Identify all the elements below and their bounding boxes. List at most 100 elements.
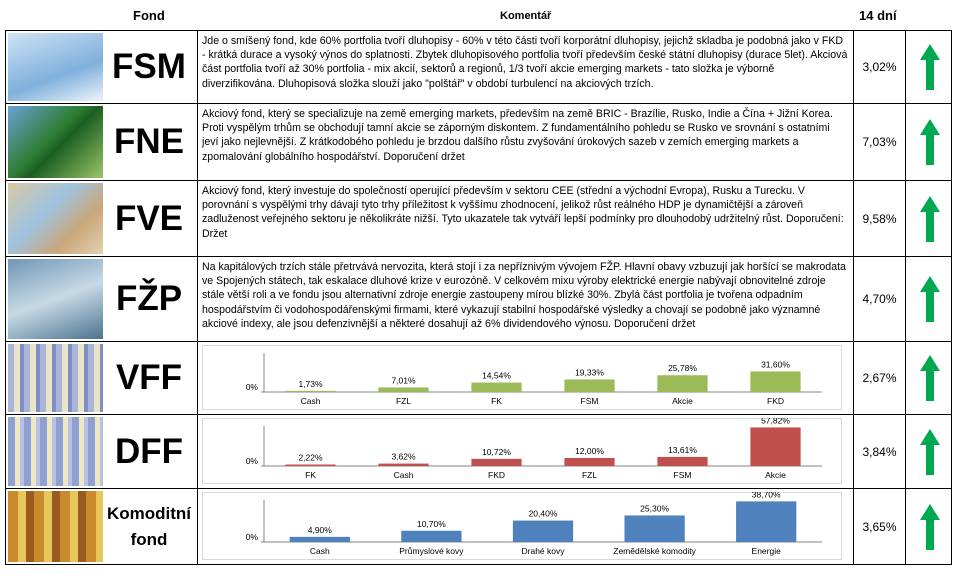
bar xyxy=(736,501,797,542)
category-label: FZL xyxy=(396,396,411,406)
fund-name: VFF xyxy=(101,342,198,414)
table-row: FVE Akciový fond, který investuje do spol… xyxy=(5,181,952,257)
chart-frame xyxy=(202,492,842,560)
bar xyxy=(657,375,708,392)
up-arrow xyxy=(919,195,940,242)
value-label: 10,70% xyxy=(417,519,446,529)
value-label: 10,72% xyxy=(482,447,511,457)
return-value: 3,84% xyxy=(854,415,906,488)
bar xyxy=(401,530,462,542)
table-row: FSM Jde o smíšený fond, kde 60% portfolia… xyxy=(5,30,952,104)
comment-text: Akciový fond, který investuje do společn… xyxy=(202,185,844,240)
value-label: 14,54% xyxy=(482,371,511,381)
mini-chart: 0% 2,22% FK 3,62% Cash 10,72% FKD 12,00% FZL 13,6… xyxy=(202,415,842,484)
category-label: FSM xyxy=(674,470,692,480)
category-label: FKD xyxy=(488,470,505,480)
value-label: 2,22% xyxy=(298,453,323,463)
bar xyxy=(564,379,615,392)
category-label: FSM xyxy=(581,396,599,406)
mini-chart: 0% 1,73% Cash 7,01% FZL 14,54% FK 19,33% FSM 25,7… xyxy=(202,345,842,410)
value-label: 12,00% xyxy=(575,446,604,456)
comment-cell: 0% 2,22% FK 3,62% Cash 10,72% FKD 12,00% FZL 13,6… xyxy=(198,415,854,488)
value-label: 13,61% xyxy=(668,445,697,455)
y-tick-label: 0% xyxy=(246,382,259,392)
arrow-shape xyxy=(919,428,940,475)
bar xyxy=(512,520,574,542)
arrow-shape xyxy=(919,119,940,165)
bar xyxy=(378,387,429,392)
fund-image xyxy=(8,491,103,562)
comment-cell: 0% 4,90% Cash 10,70% Průmyslové kovy 20,40% Dr… xyxy=(198,489,854,564)
up-arrow xyxy=(919,44,940,90)
bar xyxy=(285,464,336,466)
arrow-cell xyxy=(906,489,953,564)
return-value: 7,03% xyxy=(854,104,906,180)
fund-image xyxy=(8,344,103,412)
return-value: 2,67% xyxy=(854,342,906,414)
table-row: FNE Akciový fond, který se specializuje n… xyxy=(5,104,952,181)
value-label: 25,78% xyxy=(668,363,697,373)
table-row: FŽP Na kapitálových trzích stále přetrváv… xyxy=(5,257,952,342)
value-label: 7,01% xyxy=(391,375,416,385)
arrow-cell xyxy=(906,104,953,180)
chart-frame xyxy=(202,418,842,484)
up-arrow xyxy=(919,428,940,475)
bar xyxy=(564,458,615,466)
bar xyxy=(289,536,350,542)
comment-text: Na kapitálových trzích stále přetrvává n… xyxy=(202,261,846,330)
category-label: Energie xyxy=(752,546,782,556)
comment-cell: Na kapitálových trzích stále přetrvává n… xyxy=(198,257,854,341)
fund-name: FŽP xyxy=(101,257,198,341)
arrow-cell xyxy=(906,415,953,488)
value-label: 3,62% xyxy=(391,452,416,462)
arrow-shape xyxy=(919,503,940,550)
category-label: Akcie xyxy=(672,396,693,406)
arrow-shape xyxy=(919,195,940,242)
bar xyxy=(657,456,708,466)
header-period: 14 dní xyxy=(859,8,897,23)
up-arrow xyxy=(919,355,940,401)
return-value: 3,65% xyxy=(854,489,906,564)
return-value: 9,58% xyxy=(854,181,906,256)
bar xyxy=(624,515,685,542)
fund-name: Komoditní fond xyxy=(101,489,198,564)
bar xyxy=(750,427,801,466)
comment-text: Jde o smíšený fond, kde 60% portfolia tv… xyxy=(202,35,848,90)
arrow-cell xyxy=(906,257,953,341)
fund-name: DFF xyxy=(101,415,198,488)
comment-cell: 0% 1,73% Cash 7,01% FZL 14,54% FK 19,33% FSM 25,7… xyxy=(198,342,854,414)
bar xyxy=(378,463,429,466)
value-label: 1,73% xyxy=(298,379,323,389)
return-value: 3,02% xyxy=(854,31,906,103)
fund-image xyxy=(8,417,103,486)
mini-chart: 0% 4,90% Cash 10,70% Průmyslové kovy 20,40% Dr… xyxy=(202,489,842,560)
value-label: 57,82% xyxy=(761,418,790,425)
bar xyxy=(471,382,522,392)
category-label: Cash xyxy=(301,396,321,406)
category-label: FZL xyxy=(582,470,597,480)
comment-cell: Akciový fond, který investuje do společn… xyxy=(198,181,854,256)
value-label: 31,60% xyxy=(761,359,790,369)
category-label: Akcie xyxy=(765,470,786,480)
bar xyxy=(471,458,522,466)
up-arrow xyxy=(919,503,940,550)
value-label: 25,30% xyxy=(640,503,669,513)
header-fund: Fond xyxy=(133,8,165,23)
category-label: Cash xyxy=(394,470,414,480)
value-label: 4,90% xyxy=(308,525,333,535)
fund-image xyxy=(8,183,103,254)
category-label: Cash xyxy=(310,546,330,556)
fund-name: FSM xyxy=(101,31,198,103)
category-label: FKD xyxy=(767,396,784,406)
comment-cell: Jde o smíšený fond, kde 60% portfolia tv… xyxy=(198,31,854,103)
table-row: Komoditní fond 0% 4,90% Cash 10,70% Průmyslov… xyxy=(5,489,952,565)
category-label: Zemědělské komodity xyxy=(613,546,696,556)
category-label: Drahé kovy xyxy=(522,546,566,556)
y-tick-label: 0% xyxy=(246,532,259,542)
comment-text: Akciový fond, který se specializuje na z… xyxy=(202,108,833,163)
arrow-shape xyxy=(919,355,940,401)
table-row: DFF 0% 2,22% FK 3,62% Cash 10,72% FKD 12,00% FZL 1… xyxy=(5,415,952,489)
chart-frame xyxy=(202,345,842,410)
arrow-shape xyxy=(919,44,940,90)
